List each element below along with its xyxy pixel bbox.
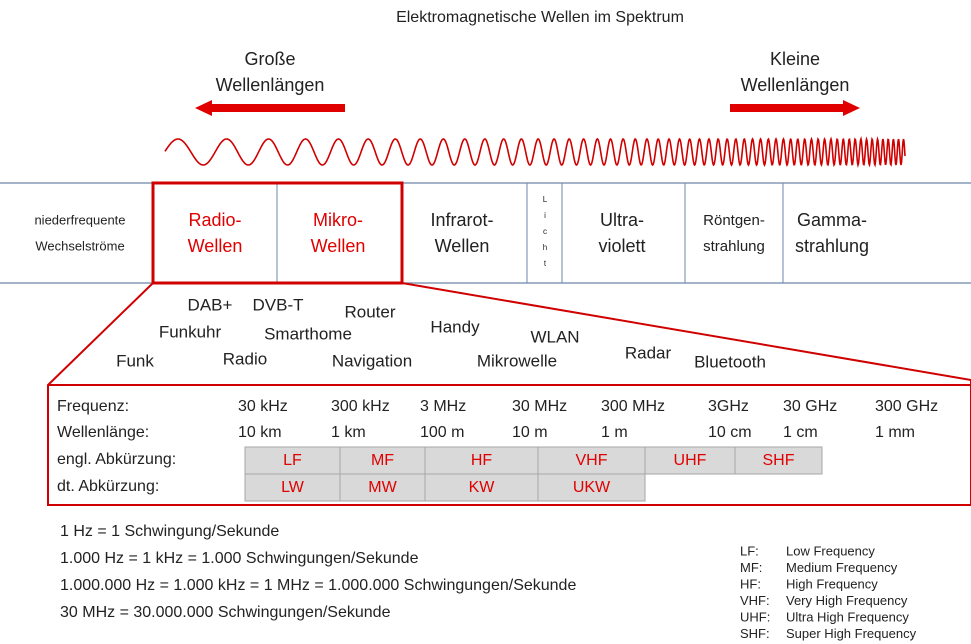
spectrum-label: Wellen <box>188 236 243 256</box>
band-label: UKW <box>573 479 611 496</box>
band-label: SHF <box>763 452 795 469</box>
cell: 1 cm <box>783 424 818 441</box>
band-box <box>734 446 823 475</box>
cell: 3GHz <box>708 398 749 415</box>
application: Funkuhr <box>159 322 222 341</box>
application: Router <box>344 302 395 321</box>
legend-name: Medium Frequency <box>786 560 898 575</box>
row-label: engl. Abkürzung: <box>57 451 176 468</box>
row-label: dt. Abkürzung: <box>57 478 159 495</box>
band-box <box>244 473 341 502</box>
application: Mikrowelle <box>477 351 557 370</box>
legend-abbr: HF: <box>740 576 761 591</box>
right-label: Wellenlängen <box>741 75 850 95</box>
band-label: HF <box>471 452 493 469</box>
application: DAB+ <box>188 295 233 314</box>
spectrum-label: Gamma- <box>797 210 867 230</box>
cell: 30 MHz <box>512 398 567 415</box>
cell: 1 m <box>601 424 628 441</box>
equation: 1.000 Hz = 1 kHz = 1.000 Schwingungen/Se… <box>60 550 419 567</box>
cell: 30 kHz <box>238 398 288 415</box>
spectrum-label: Ultra- <box>600 210 644 230</box>
spectrum-label: Mikro- <box>313 210 363 230</box>
spectrum-letter: h <box>543 243 547 252</box>
band-label: MF <box>371 452 394 469</box>
application: Radar <box>625 343 672 362</box>
legend-name: High Frequency <box>786 576 878 591</box>
legend-abbr: LF: <box>740 543 759 558</box>
highlight-box <box>151 181 404 285</box>
equation: 1.000.000 Hz = 1.000 kHz = 1 MHz = 1.000… <box>60 577 576 594</box>
cell: 3 MHz <box>420 398 466 415</box>
legend-name: Super High Frequency <box>786 626 917 641</box>
spectrum-letter: c <box>543 227 547 236</box>
cell: 1 mm <box>875 424 915 441</box>
cell: 10 m <box>512 424 548 441</box>
spectrum-label: Röntgen- <box>703 212 765 229</box>
application: WLAN <box>530 327 579 346</box>
band-label: KW <box>469 479 496 496</box>
row-label: Wellenlänge: <box>57 424 149 441</box>
band-box <box>537 446 646 475</box>
left-label: Große <box>244 49 295 69</box>
application: Handy <box>430 317 480 336</box>
spectrum-label: strahlung <box>703 238 765 255</box>
cell: 1 km <box>331 424 366 441</box>
cell: 10 km <box>238 424 282 441</box>
spectrum-label: Wechselströme <box>35 238 124 253</box>
spectrum-label: Infrarot- <box>430 210 493 230</box>
legend-abbr: UHF: <box>740 609 770 624</box>
spectrum-label: niederfrequente <box>34 212 125 227</box>
band-box <box>644 446 736 475</box>
arrow-right <box>730 100 860 116</box>
legend-name: Very High Frequency <box>786 593 908 608</box>
band-box <box>339 473 426 502</box>
legend-abbr: MF: <box>740 560 762 575</box>
spectrum-letter: t <box>544 259 547 268</box>
spectrum-letter: i <box>544 211 546 220</box>
zoom-outline <box>47 282 971 506</box>
spectrum-letter: L <box>543 195 548 204</box>
band-label: LW <box>281 479 305 496</box>
spectrum-label: strahlung <box>795 236 869 256</box>
application: Funk <box>116 351 154 370</box>
application: Bluetooth <box>694 352 766 371</box>
cell: 100 m <box>420 424 464 441</box>
band-label: LF <box>283 452 302 469</box>
spectrum-label: Wellen <box>435 236 490 256</box>
wave <box>164 136 906 169</box>
band-box <box>537 473 646 502</box>
cell: 300 kHz <box>331 398 390 415</box>
spectrum-label: violett <box>598 236 645 256</box>
band-box <box>424 446 539 475</box>
legend-name: Low Frequency <box>786 543 875 558</box>
title: Elektromagnetische Wellen im Spektrum <box>396 9 684 26</box>
arrow-left <box>195 100 345 116</box>
legend-abbr: SHF: <box>740 626 770 641</box>
band-label: MW <box>368 479 397 496</box>
cell: 300 GHz <box>875 398 938 415</box>
legend-name: Ultra High Frequency <box>786 609 909 624</box>
band-label: VHF <box>576 452 608 469</box>
legend-abbr: VHF: <box>740 593 770 608</box>
cell: 30 GHz <box>783 398 837 415</box>
row-label: Frequenz: <box>57 398 129 415</box>
left-label: Wellenlängen <box>216 75 325 95</box>
right-label: Kleine <box>770 49 820 69</box>
application: DVB-T <box>253 295 304 314</box>
band-box <box>424 473 539 502</box>
application: Smarthome <box>264 324 352 343</box>
equation: 1 Hz = 1 Schwingung/Sekunde <box>60 523 279 540</box>
band-label: UHF <box>674 452 707 469</box>
application: Radio <box>223 349 267 368</box>
dividers <box>276 183 784 283</box>
spectrum-label: Wellen <box>311 236 366 256</box>
cell: 300 MHz <box>601 398 665 415</box>
cell: 10 cm <box>708 424 752 441</box>
equation: 30 MHz = 30.000.000 Schwingungen/Sekunde <box>60 604 391 621</box>
application: Navigation <box>332 351 412 370</box>
spectrum-label: Radio- <box>188 210 241 230</box>
